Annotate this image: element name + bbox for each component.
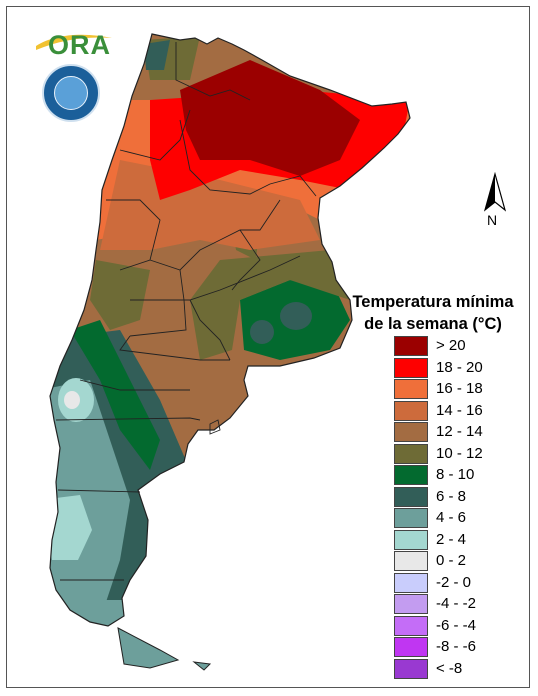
legend-swatch — [394, 615, 428, 636]
legend-label: 16 - 18 — [436, 380, 483, 397]
legend-label: 2 - 4 — [436, 530, 467, 548]
legend-label: < -8 — [436, 659, 463, 677]
legend-label: 18 - 20 — [436, 358, 483, 376]
zone-10-12-east — [190, 250, 350, 360]
legend-swatch — [394, 400, 428, 421]
zone-6-8-east-2 — [250, 320, 274, 344]
legend-swatch — [394, 465, 428, 485]
legend-title-line2: de la semana (°C) — [364, 315, 502, 333]
legend-label: 14 - 16 — [436, 401, 483, 419]
north-label: N — [487, 212, 498, 228]
legend-swatch — [394, 336, 428, 356]
tierra-del-fuego — [117, 627, 180, 669]
isla-de-los-estados — [192, 661, 212, 671]
north-arrow-icon — [483, 172, 507, 212]
legend-swatch — [394, 486, 428, 507]
legend-label: 10 - 12 — [436, 444, 483, 462]
legend-swatch — [394, 551, 428, 571]
legend-title: Temperatura mínima de la semana (°C) — [336, 291, 530, 335]
legend-swatch — [394, 357, 428, 378]
legend-label: -8 - -6 — [436, 638, 477, 655]
zone-above-20 — [180, 60, 360, 176]
zone-14-16 — [100, 160, 320, 250]
legend-label: 12 - 14 — [436, 423, 483, 440]
legend-swatch — [394, 637, 428, 657]
zone-10-12-west — [90, 260, 150, 330]
logo-text: ORA — [48, 30, 111, 60]
legend-label: -4 - -2 — [436, 595, 477, 612]
legend-label: > 20 — [436, 337, 466, 354]
ora-logo — [36, 34, 112, 50]
legend-swatch — [394, 422, 428, 442]
legend-label: 0 - 2 — [436, 552, 467, 569]
legend-swatch — [394, 594, 428, 614]
zone-0-2 — [64, 391, 80, 409]
legend-title-line1: Temperatura mínima — [352, 293, 514, 311]
seal-icon — [42, 64, 100, 122]
legend-label: 4 - 6 — [436, 509, 467, 526]
legend-label: 6 - 8 — [436, 487, 467, 505]
legend-label: -2 - 0 — [436, 573, 472, 591]
province-boundaries — [55, 42, 317, 581]
legend-swatch — [394, 572, 428, 593]
zone-8-10-west — [70, 320, 160, 470]
legend-swatch — [394, 379, 428, 399]
legend-swatch — [394, 508, 428, 528]
legend-swatch — [394, 658, 428, 679]
country-outline — [49, 33, 411, 627]
legend-label: -6 - -4 — [436, 616, 477, 634]
legend-swatch — [394, 443, 428, 464]
zone-6-8-east — [280, 302, 312, 330]
seal-inner — [54, 76, 88, 110]
zone-6-8-north — [144, 40, 170, 70]
legend-swatch — [394, 529, 428, 550]
legend-label: 8 - 10 — [436, 466, 475, 483]
